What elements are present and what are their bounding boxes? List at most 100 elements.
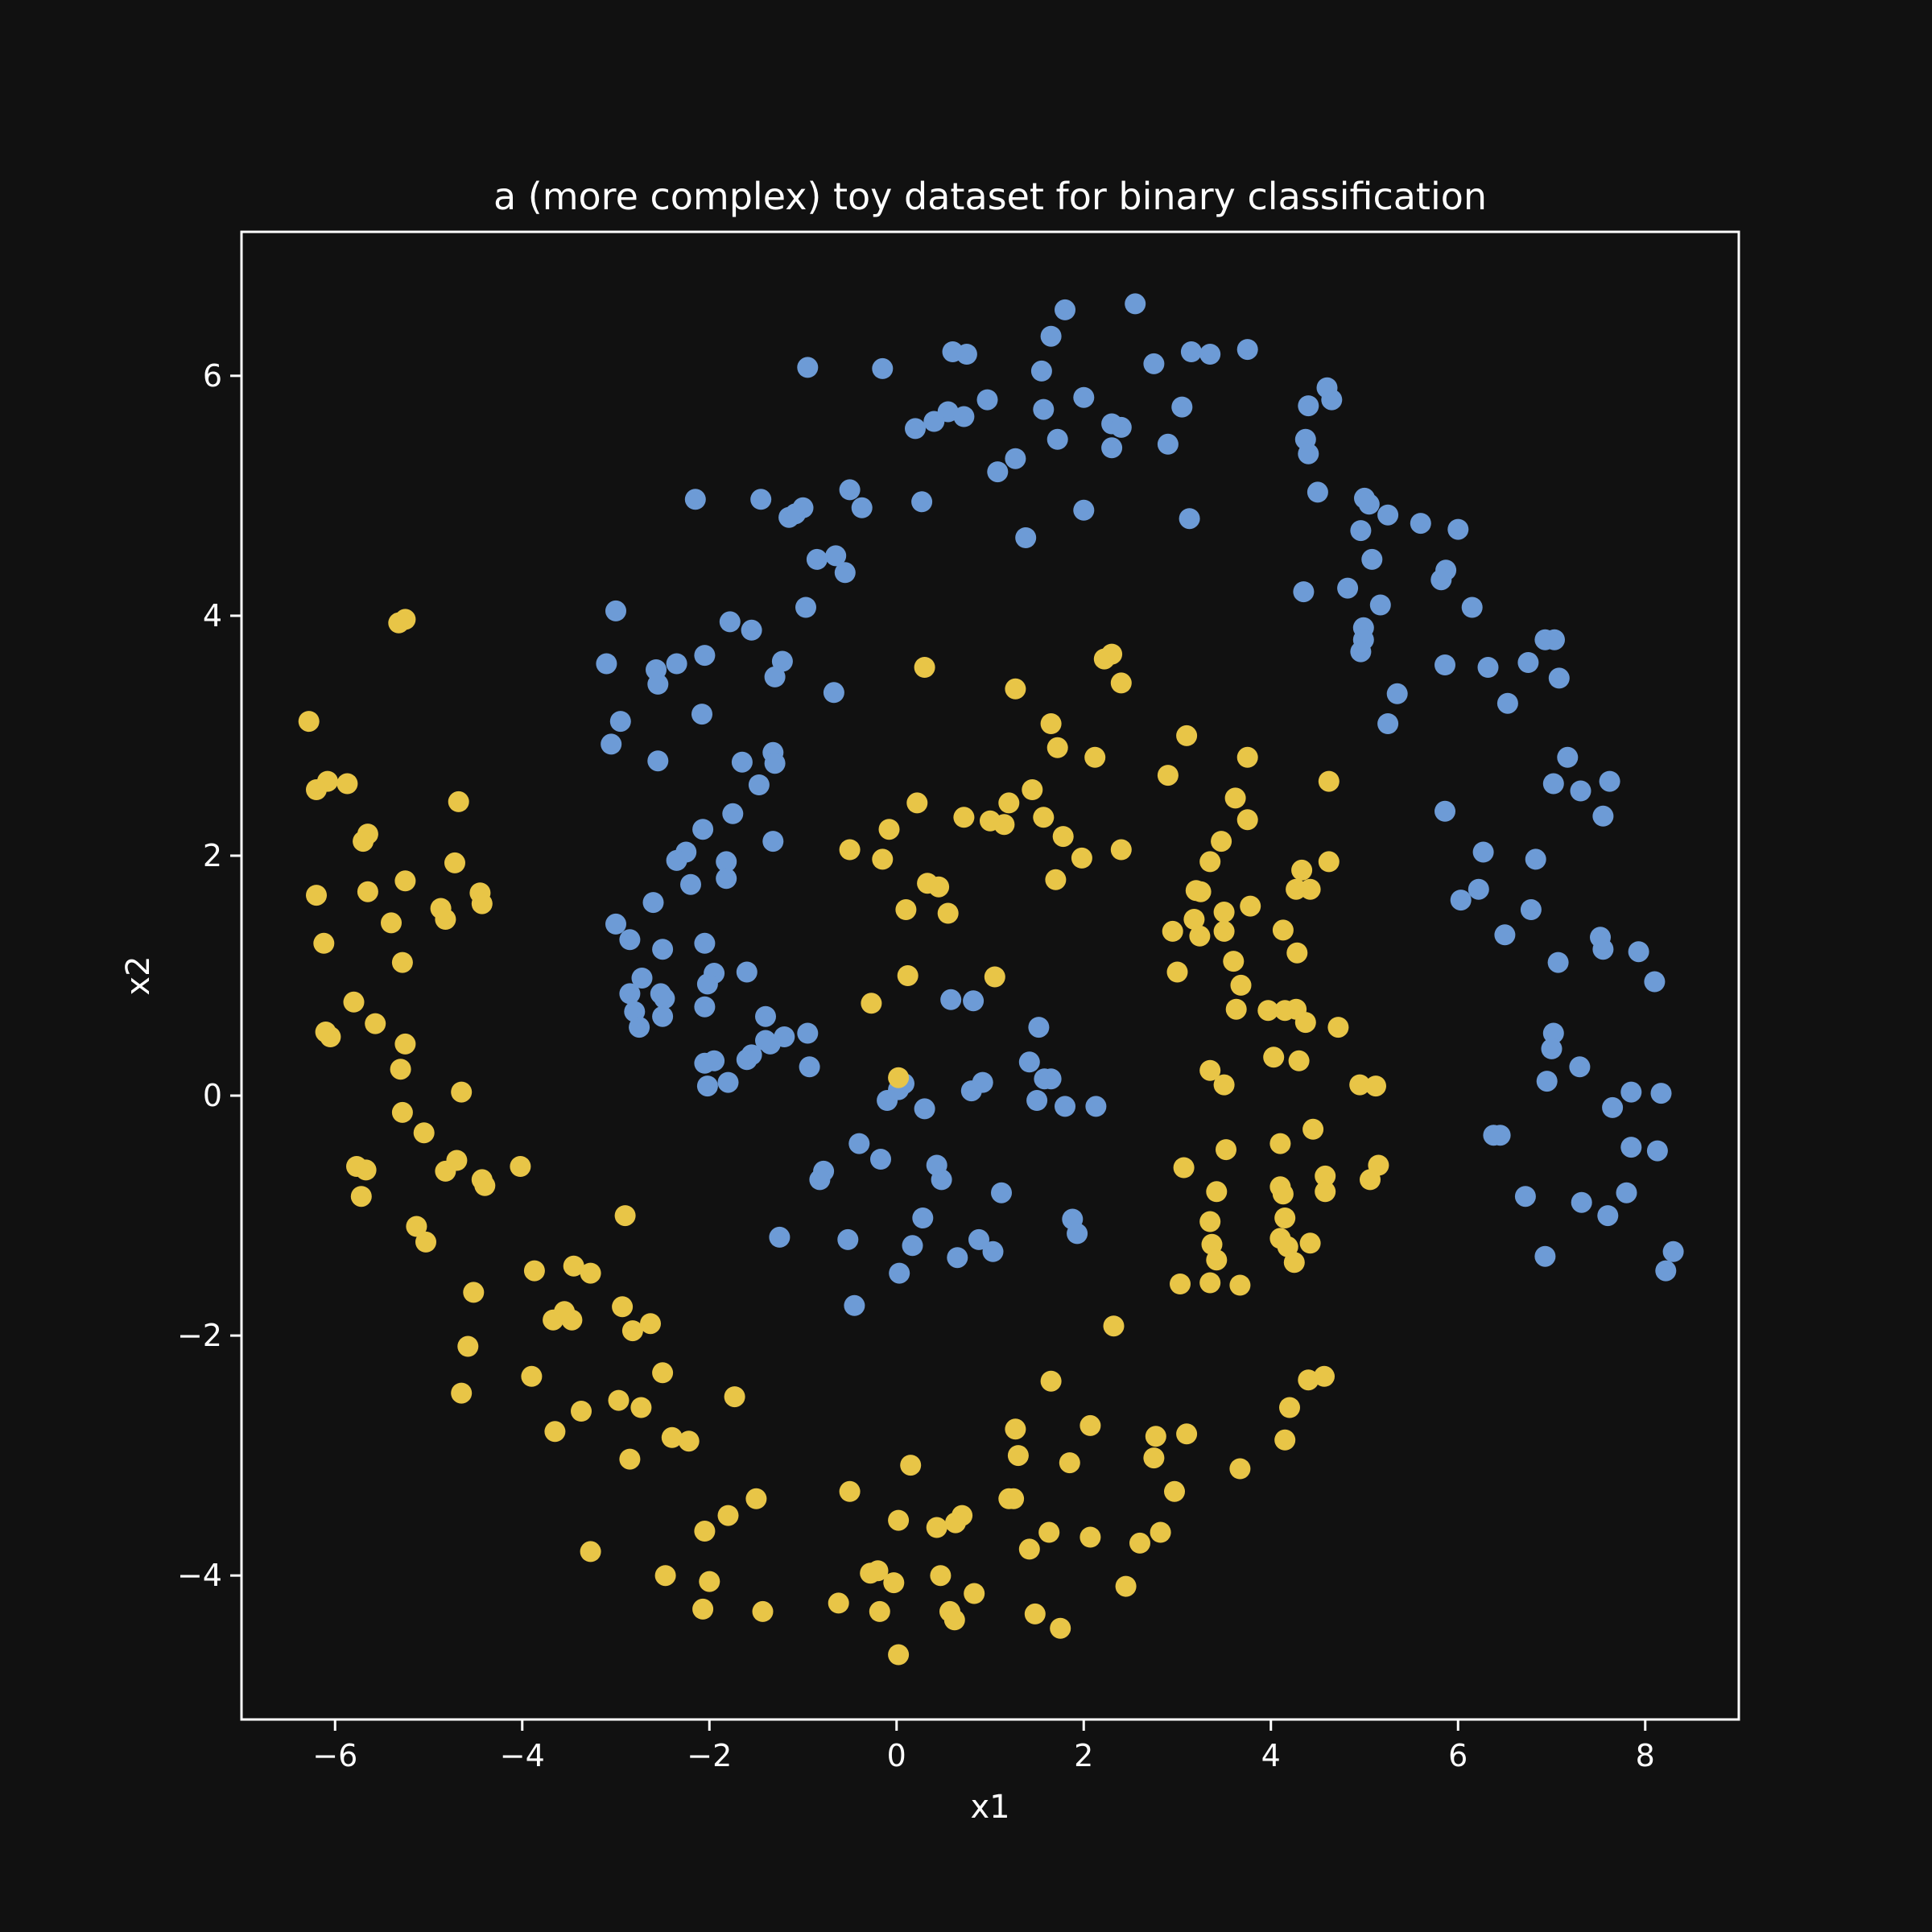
data-point-yellow xyxy=(313,932,335,954)
data-point-yellow xyxy=(717,1505,739,1526)
data-point-yellow xyxy=(1291,859,1313,881)
data-point-yellow xyxy=(1263,1046,1285,1068)
data-point-yellow xyxy=(1199,851,1221,873)
data-point-yellow xyxy=(1129,1532,1150,1554)
chart-title: a (more complex) toy dataset for binary … xyxy=(493,175,1487,218)
data-point-yellow xyxy=(943,1609,965,1631)
data-point-blue xyxy=(1496,692,1518,714)
data-point-blue xyxy=(839,479,861,501)
data-point-yellow xyxy=(563,1255,584,1277)
data-point-blue xyxy=(1350,641,1372,663)
data-point-blue xyxy=(1435,654,1455,675)
data-point-yellow xyxy=(1283,1252,1305,1274)
data-point-yellow xyxy=(1298,1369,1319,1391)
data-point-yellow xyxy=(964,1583,985,1604)
data-point-yellow xyxy=(298,711,320,733)
data-point-blue xyxy=(1101,437,1123,459)
data-point-blue xyxy=(1307,481,1328,503)
data-point-yellow xyxy=(1176,724,1198,746)
data-point-blue xyxy=(748,774,770,795)
data-point-blue xyxy=(1040,1068,1062,1090)
data-point-blue xyxy=(902,1235,923,1257)
data-point-yellow xyxy=(895,899,917,920)
data-point-blue xyxy=(1386,683,1408,704)
data-point-blue xyxy=(1541,1038,1563,1059)
data-point-blue xyxy=(1472,841,1494,863)
plot-frame xyxy=(240,230,1740,1721)
data-point-blue xyxy=(1662,1241,1684,1262)
data-point-yellow xyxy=(860,1563,881,1584)
data-point-yellow xyxy=(945,1512,966,1534)
data-point-yellow xyxy=(906,792,928,814)
data-point-blue xyxy=(691,704,712,725)
data-point-yellow xyxy=(652,1362,674,1384)
data-point-yellow xyxy=(1189,925,1211,947)
data-point-blue xyxy=(795,597,816,618)
y-axis-label: x2 xyxy=(120,956,157,995)
data-point-yellow xyxy=(621,1320,643,1342)
data-point-yellow xyxy=(1236,809,1258,831)
data-point-yellow xyxy=(1071,847,1092,869)
data-point-blue xyxy=(1179,508,1200,530)
data-point-blue xyxy=(806,548,828,570)
data-point-blue xyxy=(694,1052,716,1074)
data-point-blue xyxy=(1180,341,1202,362)
data-point-blue xyxy=(629,1017,650,1038)
data-point-blue xyxy=(1616,1182,1637,1203)
data-point-yellow xyxy=(1170,1274,1191,1294)
data-point-blue xyxy=(716,868,737,890)
data-point-blue xyxy=(652,939,674,960)
data-point-yellow xyxy=(406,1216,427,1237)
data-point-yellow xyxy=(1143,1447,1165,1469)
data-point-blue xyxy=(837,1228,859,1250)
data-point-blue xyxy=(1644,971,1666,993)
data-point-yellow xyxy=(1166,961,1188,983)
data-point-blue xyxy=(1055,299,1075,320)
data-point-blue xyxy=(1450,890,1472,911)
data-point-blue xyxy=(764,753,786,774)
data-point-blue xyxy=(987,461,1009,483)
data-point-blue xyxy=(1040,325,1062,347)
data-point-yellow xyxy=(1084,746,1106,768)
data-point-blue xyxy=(1544,629,1565,650)
data-point-yellow xyxy=(694,1521,716,1542)
data-point-blue xyxy=(956,344,977,365)
data-point-yellow xyxy=(1005,1418,1026,1440)
data-point-yellow xyxy=(521,1365,543,1387)
data-point-yellow xyxy=(1318,770,1340,792)
x-axis-label: x1 xyxy=(970,1789,1009,1826)
data-point-yellow xyxy=(510,1156,531,1177)
data-point-yellow xyxy=(1279,1397,1300,1418)
data-point-yellow xyxy=(1224,787,1246,809)
data-point-blue xyxy=(684,489,706,510)
data-point-blue xyxy=(605,600,626,621)
data-point-blue xyxy=(1525,848,1546,870)
data-point-blue xyxy=(877,1090,898,1111)
data-point-yellow xyxy=(413,1122,435,1144)
data-point-blue xyxy=(1548,667,1570,689)
data-point-yellow xyxy=(1162,920,1183,942)
data-point-yellow xyxy=(1018,1538,1040,1560)
data-point-blue xyxy=(692,819,714,840)
data-point-blue xyxy=(647,673,669,695)
data-point-blue xyxy=(694,932,716,954)
data-point-yellow xyxy=(448,791,469,812)
data-point-yellow xyxy=(1024,1603,1046,1624)
data-point-yellow xyxy=(1059,1452,1080,1474)
data-point-blue xyxy=(1110,416,1132,438)
data-point-yellow xyxy=(435,909,456,930)
data-point-blue xyxy=(912,1208,934,1228)
data-point-yellow xyxy=(878,819,900,840)
data-point-yellow xyxy=(900,1455,922,1476)
data-point-yellow xyxy=(471,893,493,914)
data-point-blue xyxy=(619,929,641,951)
data-point-blue xyxy=(1073,386,1095,408)
data-point-blue xyxy=(947,1247,968,1269)
data-point-blue xyxy=(1650,1083,1672,1104)
data-point-yellow xyxy=(608,1389,630,1411)
data-point-blue xyxy=(755,1005,776,1027)
data-point-yellow xyxy=(869,1600,890,1622)
data-point-blue xyxy=(1030,360,1052,382)
data-point-blue xyxy=(716,851,737,873)
data-point-blue xyxy=(1430,569,1452,591)
